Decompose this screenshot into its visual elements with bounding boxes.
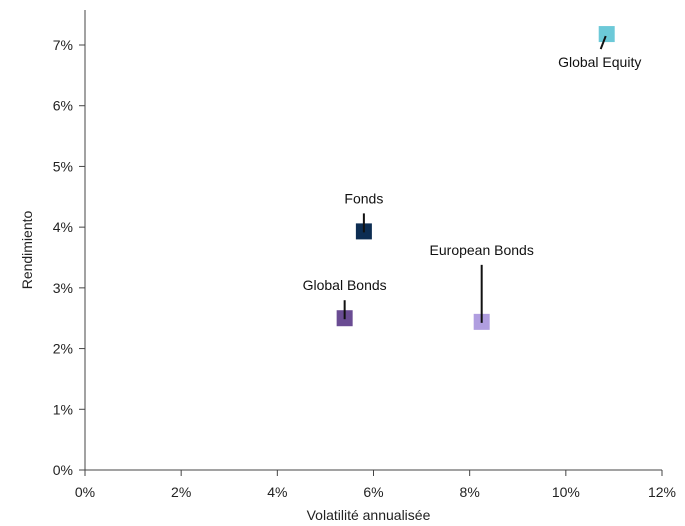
data-point-group: European Bonds [430, 242, 534, 330]
y-ticks: 0% 1% 2% 3% 4% 5% 6% 7% [53, 37, 85, 478]
x-ticks: 0% 2% 4% 6% 8% 10% 12% [75, 470, 676, 500]
axes [84, 10, 662, 471]
y-tick-label: 5% [53, 158, 73, 174]
data-point-marker [598, 26, 615, 43]
x-tick-label: 12% [648, 484, 676, 500]
x-tick-label: 4% [267, 484, 287, 500]
data-point-label: European Bonds [430, 242, 534, 258]
y-tick-label: 7% [53, 37, 73, 53]
data-point-group: Global Bonds [303, 277, 387, 327]
data-point-group: Global Equity [558, 26, 641, 70]
x-axis-title: Volatilité annualisée [307, 507, 431, 523]
y-tick-label: 6% [53, 98, 73, 114]
y-tick-label: 2% [53, 341, 73, 357]
y-tick-label: 3% [53, 280, 73, 296]
x-tick-label: 10% [552, 484, 580, 500]
data-points: Global Equity Fonds Global Bonds European B… [303, 26, 641, 330]
data-point-leader [599, 35, 607, 50]
x-tick-label: 6% [363, 484, 383, 500]
data-point-label: Fonds [344, 190, 383, 206]
y-tick-label: 4% [53, 219, 73, 235]
y-tick-label: 1% [53, 401, 73, 417]
x-tick-label: 8% [460, 484, 480, 500]
y-tick-label: 0% [53, 462, 73, 478]
data-point-group: Fonds [344, 190, 383, 240]
data-point-label: Global Bonds [303, 277, 387, 293]
x-tick-label: 2% [171, 484, 191, 500]
x-tick-label: 0% [75, 484, 95, 500]
data-point-label: Global Equity [558, 54, 641, 70]
y-axis-title: Rendimiento [19, 210, 35, 289]
